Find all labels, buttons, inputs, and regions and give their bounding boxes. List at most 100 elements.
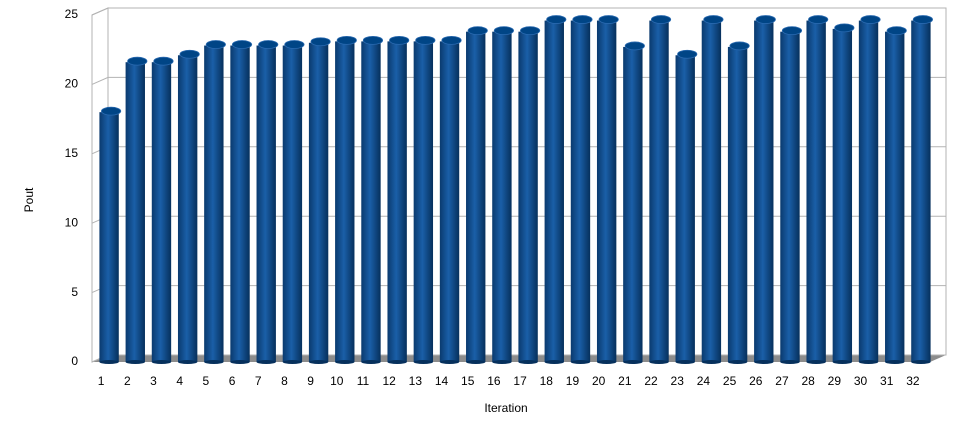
x-tick-label: 28 (801, 374, 815, 388)
bar-top (231, 40, 253, 49)
bar-group (282, 40, 305, 364)
bar-base (518, 360, 538, 364)
bar (596, 20, 617, 362)
bar-base (596, 360, 617, 364)
bar-base (727, 360, 748, 364)
bar-group (623, 41, 645, 364)
bar (439, 41, 460, 362)
bar-base (544, 360, 564, 364)
bar (570, 20, 591, 362)
bar (151, 62, 172, 362)
bar-group (413, 35, 436, 364)
bar-group (885, 26, 907, 364)
bar (413, 41, 434, 362)
bar-group (492, 26, 514, 364)
bar-base (256, 360, 276, 364)
x-tick-label: 27 (775, 374, 789, 388)
bar-base (492, 360, 512, 364)
x-axis-label: Iteration (484, 401, 527, 415)
x-tick-label: 26 (749, 374, 763, 388)
bar (387, 41, 407, 362)
bar-base (649, 360, 669, 364)
x-tick-label: 21 (618, 374, 632, 388)
bar-top (205, 40, 226, 49)
bar-top (127, 56, 148, 66)
bar (911, 20, 931, 362)
bar-group (439, 35, 462, 364)
bar (125, 62, 145, 362)
bar-base (177, 360, 198, 364)
bar-top (179, 49, 200, 59)
bar-top (860, 15, 881, 24)
bar-base (701, 360, 722, 364)
x-tick-label: 20 (592, 374, 606, 388)
bar (361, 41, 381, 362)
bar-top (834, 23, 855, 33)
bar-base (230, 360, 250, 364)
bar-base (125, 360, 145, 364)
bar-top (729, 41, 750, 51)
y-tick-label: 0 (71, 354, 78, 368)
bar-top (520, 26, 541, 36)
x-tick-label: 30 (854, 374, 868, 388)
bar-base (335, 360, 355, 364)
bar-base (361, 360, 381, 364)
bar-group (806, 15, 829, 364)
bar (335, 41, 355, 362)
x-tick-label: 32 (906, 374, 920, 388)
bar (885, 31, 905, 362)
bar-base (806, 360, 826, 364)
bar-group (570, 15, 593, 364)
x-tick-label: 11 (357, 374, 370, 388)
bar (544, 20, 564, 362)
x-tick-label: 29 (828, 374, 842, 388)
x-tick-label: 22 (644, 374, 658, 388)
bar-group (204, 40, 226, 364)
y-tick-label: 10 (65, 215, 79, 229)
bar-group (675, 49, 698, 364)
bar-top (310, 37, 331, 47)
bar (204, 45, 224, 362)
bar-base (623, 360, 643, 364)
bar-group (335, 35, 357, 364)
x-tick-label: 10 (330, 374, 344, 388)
bar-group (387, 35, 410, 364)
bar (230, 45, 250, 362)
bar (256, 45, 276, 362)
bar-group (230, 40, 253, 364)
bar-top (808, 15, 829, 24)
bar-top (650, 15, 672, 24)
bar (701, 20, 722, 362)
bar-group (754, 15, 776, 364)
bar-group (308, 37, 331, 364)
x-tick-label: 4 (176, 374, 183, 388)
bar-base (204, 360, 224, 364)
bar-group (177, 49, 200, 364)
x-tick-label: 6 (229, 374, 236, 388)
bar-group (544, 15, 567, 364)
bar (832, 28, 853, 362)
bar-top (389, 35, 410, 45)
grid-line (91, 7, 946, 16)
bar-top (546, 15, 567, 24)
bar-base (308, 360, 329, 364)
bar-top (912, 15, 933, 24)
bar (780, 31, 800, 362)
x-tick-label: 17 (513, 374, 527, 388)
bar (177, 55, 198, 362)
x-tick-label: 15 (461, 374, 475, 388)
bar (492, 31, 512, 362)
bar-base (858, 360, 879, 364)
y-tick-label: 25 (65, 7, 79, 21)
bar-base (99, 360, 119, 364)
bar-base (570, 360, 591, 364)
bar-top (624, 41, 645, 51)
x-tick-label: 12 (382, 374, 396, 388)
bar-group (780, 26, 803, 364)
bar-group (256, 40, 279, 364)
y-tick-label: 20 (65, 77, 79, 91)
bar-top (598, 15, 619, 24)
x-tick-label: 13 (409, 374, 423, 388)
bar-top (677, 49, 698, 59)
bar-top (467, 26, 488, 36)
